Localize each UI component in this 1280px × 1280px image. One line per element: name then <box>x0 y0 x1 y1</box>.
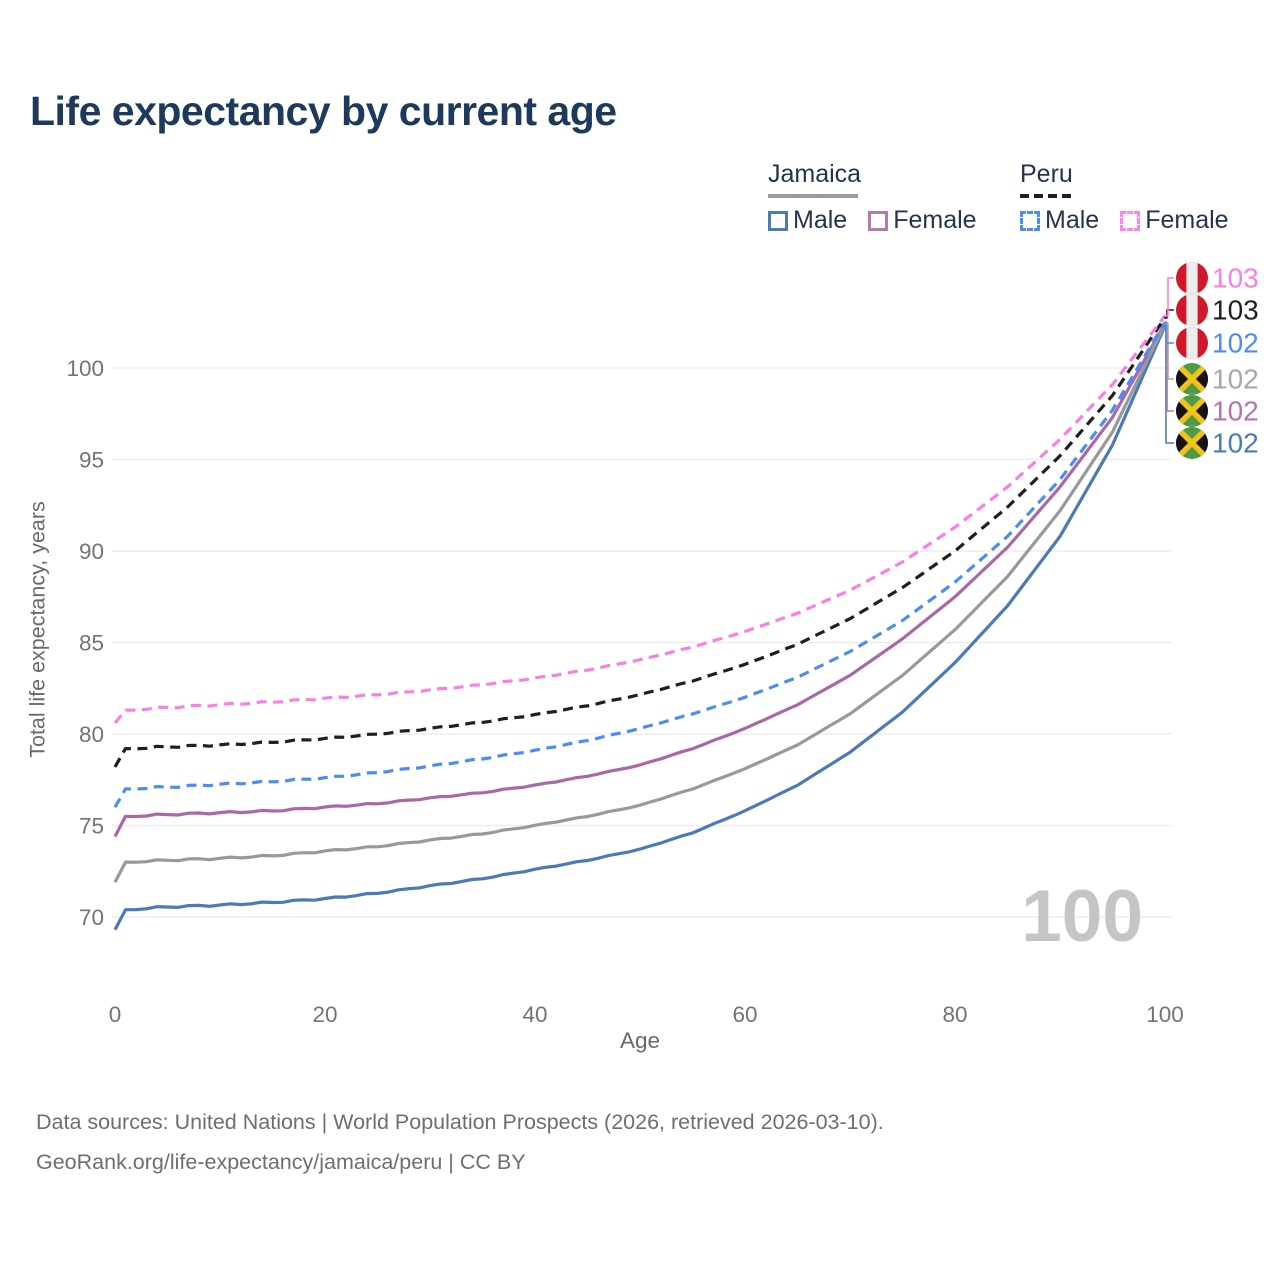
end-label-leader-peru-female <box>1164 277 1174 317</box>
end-label-value-peru-female: 103 <box>1212 263 1259 294</box>
flag-icon-peru <box>1176 327 1208 359</box>
legend-item-peru-female[interactable]: Female <box>1120 206 1229 235</box>
footer-attribution: GeoRank.org/life-expectancy/jamaica/peru… <box>36 1150 526 1174</box>
legend-items-jamaica: Male Female <box>768 206 977 235</box>
legend-item-label: Male <box>793 206 848 234</box>
series-line-peru-total <box>113 316 1167 768</box>
end-label-value-peru-male: 102 <box>1212 328 1259 359</box>
legend-country-peru: Peru <box>1020 160 1073 188</box>
age-watermark: 100 <box>1021 876 1143 957</box>
legend-group-jamaica: Jamaica <box>768 160 861 198</box>
flag-icon-jamaica <box>1176 363 1208 395</box>
footer-data-sources: Data sources: United Nations | World Pop… <box>36 1110 884 1134</box>
flag-icon-peru <box>1176 262 1208 294</box>
x-tick-label-0: 0 <box>109 1002 122 1027</box>
flag-icon-peru <box>1176 294 1208 326</box>
series-line-jamaica-total <box>113 323 1167 883</box>
end-label-value-peru-total: 103 <box>1212 295 1259 326</box>
end-label-leader-peru-male <box>1164 321 1174 344</box>
x-tick-label-40: 40 <box>522 1002 547 1027</box>
x-tick-label-80: 80 <box>942 1002 967 1027</box>
legend-group-peru: Peru <box>1020 160 1076 198</box>
y-tick-label-95: 95 <box>79 448 104 473</box>
jamaica-male-swatch <box>768 210 788 231</box>
y-tick-label-100: 100 <box>66 356 104 381</box>
end-label-leader-jamaica-male <box>1164 325 1174 444</box>
legend-underline-jamaica <box>768 194 858 198</box>
x-axis-title: Age <box>620 1028 660 1053</box>
legend-item-peru-male[interactable]: Male <box>1020 206 1099 235</box>
legend-item-jamaica-female[interactable]: Female <box>868 206 977 235</box>
footer: Data sources: United Nations | World Pop… <box>36 1102 884 1182</box>
legend-underline-peru <box>1020 194 1076 198</box>
series-line-jamaica-male <box>113 325 1167 931</box>
y-tick-label-75: 75 <box>79 814 104 839</box>
y-tick-label-90: 90 <box>79 539 104 564</box>
end-label-value-jamaica-total: 102 <box>1212 364 1259 395</box>
legend-item-label: Male <box>1045 206 1100 234</box>
peru-male-swatch <box>1020 210 1040 231</box>
legend-items-peru: Male Female <box>1020 206 1229 235</box>
page-title: Life expectancy by current age <box>30 88 617 134</box>
series-line-peru-female <box>113 314 1167 725</box>
end-label-leader-peru-total <box>1164 309 1174 319</box>
series-line-jamaica-female <box>113 322 1167 838</box>
legend-item-jamaica-male[interactable]: Male <box>768 206 847 235</box>
y-tick-label-85: 85 <box>79 631 104 656</box>
jamaica-female-swatch <box>868 210 889 231</box>
legend-item-label: Female <box>1145 206 1229 234</box>
end-label-value-jamaica-male: 102 <box>1212 428 1259 459</box>
series-line-peru-male <box>113 321 1167 808</box>
x-tick-label-100: 100 <box>1146 1002 1184 1027</box>
peru-female-swatch <box>1120 210 1141 231</box>
y-axis-title: Total life expectancy, years <box>25 501 50 758</box>
end-label-value-jamaica-female: 102 <box>1212 396 1259 427</box>
legend-country-jamaica: Jamaica <box>768 160 862 188</box>
x-tick-label-20: 20 <box>312 1002 337 1027</box>
y-tick-label-70: 70 <box>79 905 104 930</box>
y-tick-label-80: 80 <box>79 722 104 747</box>
legend-item-label: Female <box>893 206 977 234</box>
x-tick-label-60: 60 <box>732 1002 757 1027</box>
flag-icon-jamaica <box>1176 427 1208 459</box>
flag-icon-jamaica <box>1176 395 1208 427</box>
